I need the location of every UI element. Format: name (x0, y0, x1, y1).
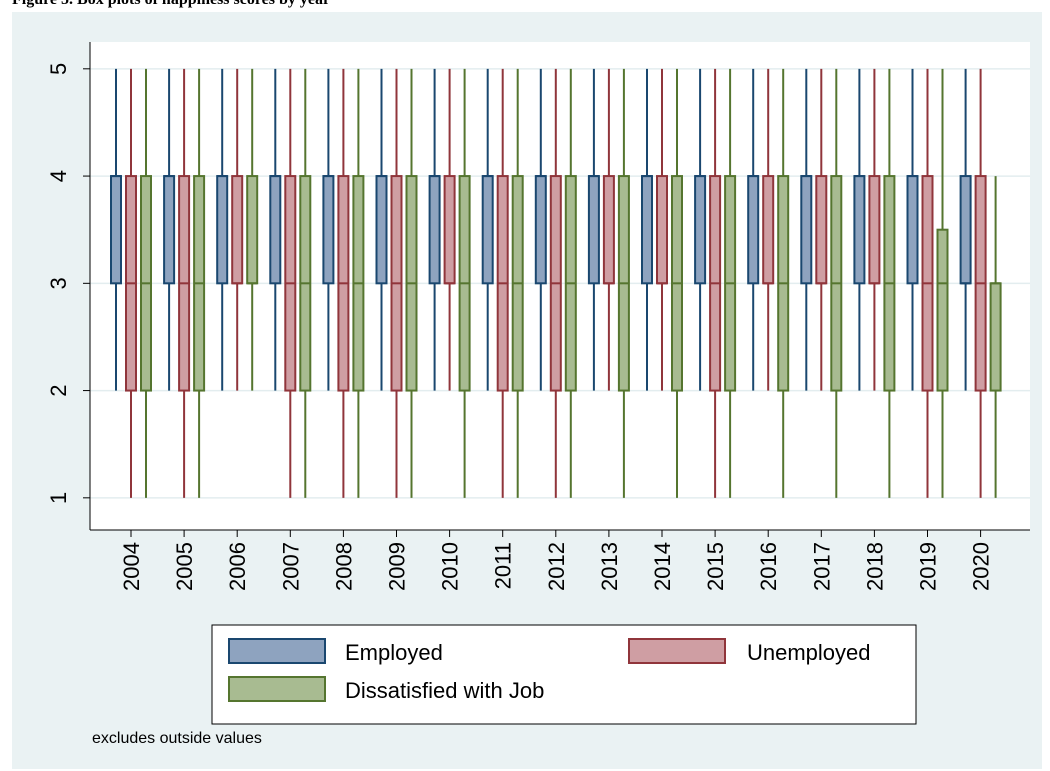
box (163, 175, 176, 285)
box (800, 175, 813, 285)
x-tick-label: 2012 (544, 542, 569, 591)
legend-label-dissatisfied: Dissatisfied with Job (345, 678, 544, 703)
box (656, 175, 668, 285)
box (868, 175, 881, 285)
x-tick-label: 2019 (916, 542, 941, 591)
x-tick-label: 2005 (172, 542, 197, 591)
box (375, 175, 388, 285)
box (602, 175, 615, 285)
box (587, 175, 600, 285)
box (762, 175, 775, 285)
page-header-text: Figure 5. Box plots of happiness scores … (12, 0, 330, 9)
box (428, 175, 441, 285)
box (481, 175, 494, 285)
box (269, 175, 282, 285)
box (694, 175, 707, 285)
legend-swatch-employed (228, 638, 326, 664)
box (815, 175, 828, 285)
x-tick-label: 2013 (597, 542, 622, 591)
box (246, 175, 259, 285)
x-tick-label: 2010 (438, 542, 463, 591)
box (641, 175, 653, 285)
x-axis: 2004 2005 2006 2007 2008 2009 2010 2011 2012 2013… (119, 530, 994, 591)
x-tick-label: 2017 (809, 542, 834, 591)
box (443, 175, 456, 285)
box (959, 175, 972, 285)
x-tick-label: 2016 (756, 542, 781, 591)
x-tick-label: 2020 (969, 542, 994, 591)
y-tick-label: 3 (46, 277, 71, 289)
y-axis: 1 2 3 4 5 (46, 63, 90, 504)
legend-swatch-unemployed (628, 638, 726, 664)
x-tick-label: 2004 (119, 542, 144, 591)
box (853, 175, 866, 285)
legend-swatch-dissatisfied (228, 676, 326, 702)
page-header-cut: Figure 5. Box plots of happiness scores … (0, 0, 1050, 12)
legend-frame (211, 624, 917, 725)
legend-label-employed: Employed (345, 640, 443, 665)
box (936, 228, 949, 392)
y-tick-label: 2 (46, 384, 71, 396)
y-tick-label: 5 (46, 63, 71, 75)
box (231, 175, 244, 285)
x-tick-label: 2015 (703, 542, 728, 591)
boxes (110, 68, 1002, 498)
x-tick-label: 2018 (862, 542, 887, 591)
box (110, 175, 122, 285)
y-tick-label: 4 (46, 170, 71, 182)
box (747, 175, 760, 285)
x-tick-label: 2009 (385, 542, 410, 591)
x-tick-label: 2008 (331, 542, 356, 591)
box (534, 175, 547, 285)
box (216, 175, 229, 285)
y-tick-label: 1 (46, 492, 71, 504)
box (989, 282, 1002, 392)
chart-note: excludes outside values (92, 730, 262, 747)
legend: Employed Unemployed Dissatisfied with Jo… (211, 624, 917, 725)
box (906, 175, 919, 285)
box (322, 175, 335, 285)
x-tick-label: 2006 (225, 542, 250, 591)
x-tick-label: 2007 (278, 542, 303, 591)
x-tick-label: 2011 (491, 542, 516, 589)
legend-label-unemployed: Unemployed (747, 640, 871, 665)
x-tick-label: 2014 (650, 542, 675, 591)
